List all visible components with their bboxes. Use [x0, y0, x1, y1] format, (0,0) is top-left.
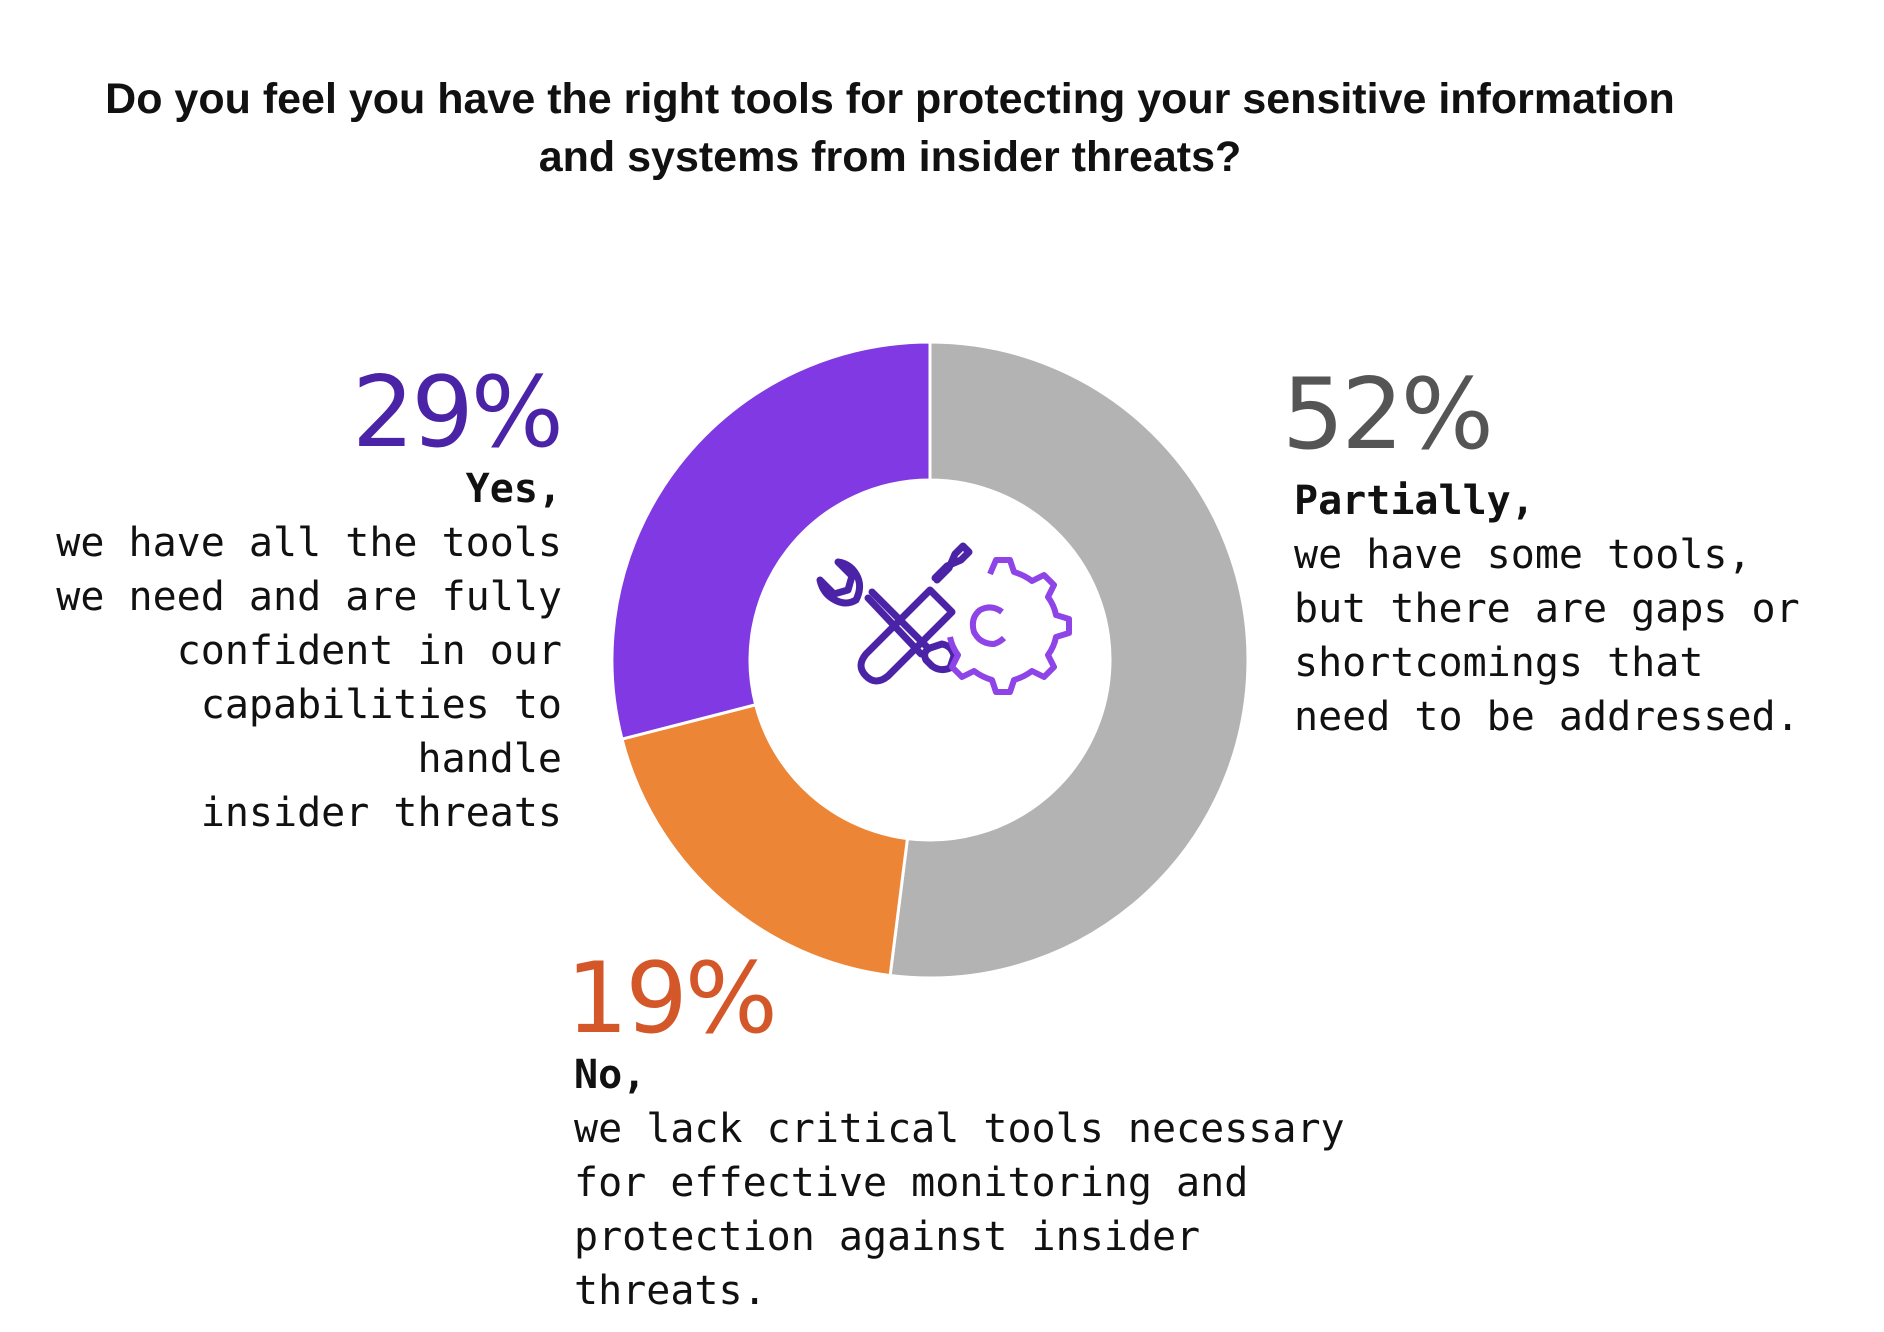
yes-label-line: insider threats — [200, 790, 562, 836]
partially-label-line: shortcomings that — [1294, 640, 1704, 686]
no-percent: 19% — [566, 950, 778, 1048]
no-label-line: for effective monitoring and — [574, 1160, 1249, 1206]
partially-label-line: we have some tools, — [1294, 532, 1752, 578]
partially-label-head: Partially, — [1294, 478, 1535, 524]
title-line-2: and systems from insider threats? — [538, 133, 1242, 181]
no-label-head: No, — [574, 1052, 647, 1098]
title-line-1: Do you feel you have the right tools for… — [105, 75, 1675, 123]
no-label-line: we lack critical tools necessary — [574, 1106, 1345, 1152]
donut-slice-no — [620, 702, 910, 978]
chart-title: Do you feel you have the right tools for… — [60, 70, 1720, 186]
yes-percent-value: 29% — [352, 356, 564, 470]
gear-icon — [947, 557, 1072, 695]
donut-slices — [610, 340, 1250, 980]
yes-label-line: confident in our — [176, 628, 562, 674]
screwdriver-icon — [857, 542, 973, 685]
partially-label: Partially, we have some tools, but there… — [1294, 474, 1854, 744]
yes-percent: 29% — [352, 364, 564, 462]
partially-label-line: need to be addressed. — [1294, 694, 1800, 740]
no-label: No, we lack critical tools necessary for… — [574, 1048, 1394, 1318]
no-label-line: protection against insider threats. — [574, 1214, 1201, 1314]
no-percent-value: 19% — [566, 942, 778, 1056]
yes-label-line: we have all the tools — [56, 520, 562, 566]
yes-label: Yes, we have all the tools we need and a… — [40, 462, 562, 840]
yes-label-line: we need and are fully — [56, 574, 562, 620]
donut-slice-partially — [888, 340, 1250, 980]
wrench-screwdriver-gear-icon — [816, 542, 1072, 695]
partially-label-line: but there are gaps or — [1294, 586, 1800, 632]
donut-slice-yes — [610, 340, 932, 741]
partially-percent: 52% — [1282, 366, 1494, 464]
partially-percent-value: 52% — [1282, 358, 1494, 472]
yes-label-head: Yes, — [465, 466, 562, 512]
yes-label-line: capabilities to handle — [200, 682, 562, 782]
